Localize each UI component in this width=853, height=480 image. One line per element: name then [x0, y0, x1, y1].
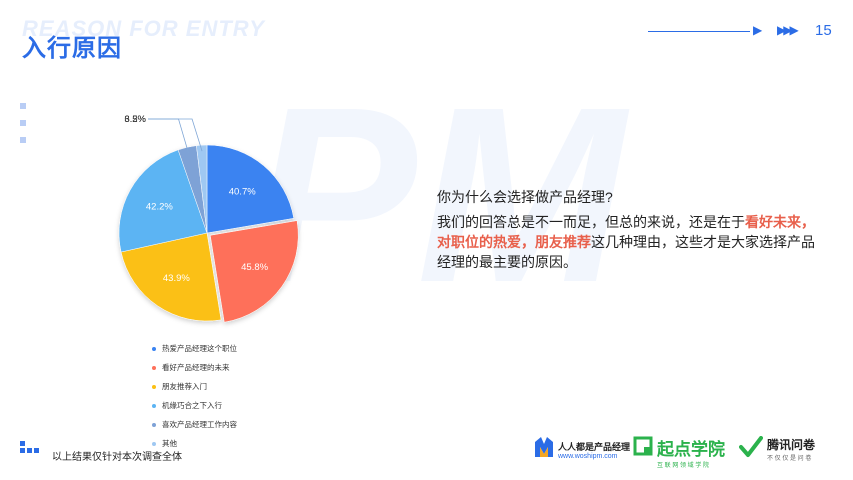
legend-dot-icon [152, 422, 156, 427]
legend-item-6: 其他 [152, 434, 237, 453]
answer-text: 我们的回答总是不一而足，但总的来说，还是在于看好未来，对职位的热爱，朋友推荐这几… [437, 212, 817, 272]
legend-dot-icon [152, 441, 156, 446]
legend-dot-icon [152, 365, 156, 370]
callout-line-5 [148, 118, 189, 154]
callout-label-6: 3.5% [124, 114, 146, 125]
page-title: 入行原因 [22, 35, 122, 62]
logo3-sub: 不 仅 仅 是 问 卷 [767, 456, 812, 462]
legend-label: 喜欢产品经理工作内容 [162, 420, 237, 429]
woshipm-logo-icon [535, 437, 553, 457]
answer-part2: 这几种理由，这些才是大家选择产品经理的最主要的原因。 [437, 234, 815, 270]
pie-slice-3 [120, 232, 222, 322]
legend-item-3: 朋友推荐入门 [152, 377, 237, 396]
legend-dot-icon [152, 403, 156, 408]
pie-slice-label-2: 45.8% [241, 262, 268, 273]
pie-slice-4 [118, 149, 208, 253]
arrow-right-icon: ▶ [753, 23, 763, 37]
legend-item-5: 喜欢产品经理工作内容 [152, 415, 237, 434]
section-watermark: REASON FOR ENTRY [22, 16, 265, 41]
logo2-sub: 互 联 网 领 域 学 院 [657, 463, 710, 469]
legend-item-2: 看好产品经理的未来 [152, 358, 237, 377]
pie-slice-1 [206, 144, 295, 234]
pie-slice-label-4: 42.2% [146, 201, 173, 212]
chart-legend: 热爱产品经理这个职位 看好产品经理的未来 朋友推荐入门机缘巧合之下入行喜欢产品经理工… [152, 339, 237, 453]
pie-slice-6 [196, 144, 208, 234]
header-rule [648, 31, 750, 32]
logo2-main: 起点学院 [657, 440, 725, 459]
legend-label: 其他 [162, 439, 177, 448]
logo1-main: 人人都是产品经理 [558, 442, 631, 452]
checkmark-icon [739, 436, 763, 457]
qidian-logo-icon [633, 436, 653, 456]
legend-dot-icon [152, 384, 156, 389]
logo3-main: 腾讯问卷 [767, 438, 816, 452]
legend-label: 机缘巧合之下入行 [162, 401, 222, 410]
footnote: 以上结果仅针对本次调查全体 [52, 452, 182, 463]
pie-slice-label-1: 40.7% [229, 186, 256, 197]
page-number: 15 [815, 22, 832, 39]
pie-slice-2 [209, 220, 299, 323]
triple-arrow-icon: ▶▶▶ [777, 23, 799, 37]
legend-item-1: 热爱产品经理这个职位 [152, 339, 237, 358]
legend-label: 热爱产品经理这个职位 [162, 344, 237, 353]
legend-item-4: 机缘巧合之下入行 [152, 396, 237, 415]
callout-label-5: 6.2% [124, 114, 146, 125]
pm-background-mark: PM [250, 55, 625, 334]
callout-line-6 [148, 118, 203, 152]
logo1-sub: www.woshipm.com [558, 453, 618, 460]
legend-dot-icon [152, 346, 156, 351]
pie-slice-label-3: 43.9% [163, 273, 190, 284]
legend-label: 朋友推荐入门 [162, 382, 207, 391]
question-text: 你为什么会选择做产品经理? [437, 189, 613, 205]
legend-label: 看好产品经理的未来 [162, 363, 230, 372]
answer-highlight: 看好未来，对职位的热爱，朋友推荐 [437, 214, 815, 250]
answer-part1: 我们的回答总是不一而足，但总的来说，还是在于 [437, 214, 745, 230]
